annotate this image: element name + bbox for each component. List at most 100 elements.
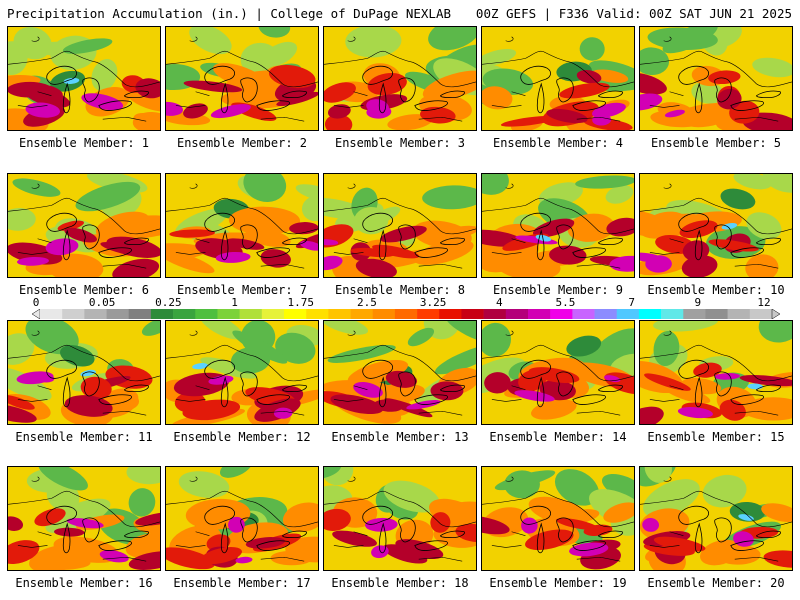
light-precip-area xyxy=(189,27,232,55)
moderate-precip-area xyxy=(47,253,104,277)
colorbar-swatch xyxy=(284,309,307,319)
light-precip-area xyxy=(25,321,79,355)
very-heavy-precip-area xyxy=(714,373,741,380)
heavy-precip-area xyxy=(546,108,588,124)
colorbar-tick-label: 9 xyxy=(694,296,702,309)
colorbar-max-arrow xyxy=(771,309,780,319)
ensemble-member-label: Ensemble Member: 6 xyxy=(18,283,150,297)
light-precip-area xyxy=(482,174,509,195)
very-heavy-precip-area xyxy=(324,255,343,271)
light-precip-area xyxy=(301,196,318,222)
colorbar-swatch xyxy=(727,309,751,319)
state-border xyxy=(333,183,463,269)
colorbar-tick-label: 5.5 xyxy=(555,296,576,309)
state-border xyxy=(17,476,147,562)
heavy-precip-area xyxy=(500,115,558,127)
state-border xyxy=(649,36,779,122)
light-precip-area xyxy=(354,206,389,235)
colorbar-tick-label: 4 xyxy=(495,296,503,309)
light-precip-area xyxy=(428,27,476,51)
heavy-precip-area xyxy=(640,406,664,424)
precip-field xyxy=(640,174,792,277)
colorbar-swatch xyxy=(350,309,374,319)
colorbar-min-arrow xyxy=(32,309,41,319)
state-border xyxy=(175,183,305,269)
precip-field xyxy=(482,321,634,424)
colorbar-swatch xyxy=(306,309,329,319)
country-border xyxy=(166,344,318,382)
great-lakes-outline xyxy=(678,212,781,261)
heavy-precip-area xyxy=(382,544,428,564)
light-precip-area xyxy=(662,27,718,54)
country-border xyxy=(8,490,160,528)
heavy-precip-area xyxy=(324,508,351,531)
colorbar-swatch xyxy=(417,309,440,319)
light-precip-area xyxy=(232,330,288,364)
heavy-precip-area xyxy=(128,551,160,570)
colorbar-tick-label: 0.05 xyxy=(88,296,116,309)
light-precip-area xyxy=(275,332,316,364)
light-precip-area xyxy=(644,467,672,483)
ensemble-map-panel xyxy=(481,173,635,278)
ensemble-member-label: Ensemble Member: 4 xyxy=(492,136,624,150)
state-border xyxy=(649,476,779,562)
heavy-precip-area xyxy=(169,229,216,238)
heavy-precip-area xyxy=(135,78,160,99)
colorbar-swatch xyxy=(661,309,684,319)
very-heavy-precip-area xyxy=(371,545,389,559)
light-precip-area xyxy=(75,181,141,212)
state-border xyxy=(333,330,463,416)
colorbar-tick-label: 0 xyxy=(32,296,40,309)
great-lakes-outline xyxy=(46,359,149,408)
light-precip-area xyxy=(702,474,747,508)
ensemble-map-panel xyxy=(639,466,793,571)
heavy-precip-area xyxy=(482,515,510,535)
moderate-precip-area xyxy=(482,86,513,110)
colorbar-swatch xyxy=(528,309,551,319)
colorbar-tick-label: 0.25 xyxy=(155,296,182,309)
extreme-precip-core xyxy=(80,369,96,377)
light-precip-area xyxy=(258,27,291,38)
heavy-precip-area xyxy=(330,394,384,415)
very-heavy-precip-area xyxy=(210,104,251,119)
colorbar-swatch xyxy=(483,309,507,319)
light-precip-area xyxy=(762,174,792,193)
colorbar-swatch xyxy=(616,309,640,319)
light-precip-area xyxy=(8,366,52,401)
light-precip-area xyxy=(733,174,772,190)
light-precip-area xyxy=(554,469,600,506)
ensemble-member-label: Ensemble Member: 18 xyxy=(331,576,469,590)
colorbar-swatch xyxy=(128,309,152,319)
ensemble-member-label: Ensemble Member: 11 xyxy=(15,430,153,444)
heavy-precip-area xyxy=(739,374,792,387)
heavy-precip-area xyxy=(8,516,24,531)
moderate-precip-area xyxy=(644,211,688,237)
precip-field xyxy=(640,27,792,130)
great-lakes-outline xyxy=(362,359,465,408)
precip-field xyxy=(324,467,476,570)
light-precip-area xyxy=(407,327,435,347)
heavy-precip-area xyxy=(583,524,613,536)
very-heavy-precip-area xyxy=(515,235,558,245)
state-border xyxy=(17,330,147,416)
country-border xyxy=(8,197,160,235)
great-lakes-outline xyxy=(520,359,623,408)
heavy-precip-area xyxy=(606,217,634,237)
country-border xyxy=(166,50,318,88)
ensemble-map-panel xyxy=(165,466,319,571)
light-precip-area xyxy=(434,343,476,375)
precip-field xyxy=(166,174,318,277)
light-precip-area xyxy=(199,321,243,340)
precip-field xyxy=(166,27,318,130)
great-lakes-outline xyxy=(204,65,307,114)
precip-field xyxy=(166,467,318,570)
precip-field xyxy=(166,321,318,424)
heavy-precip-area xyxy=(182,399,241,421)
precip-field xyxy=(640,467,792,570)
heavy-precip-area xyxy=(332,530,377,547)
moderate-precip-area xyxy=(166,249,215,274)
extreme-precip-core xyxy=(738,514,754,521)
heavy-precip-area xyxy=(226,238,265,250)
heavy-precip-area xyxy=(80,376,112,400)
heavy-precip-area xyxy=(484,372,511,394)
